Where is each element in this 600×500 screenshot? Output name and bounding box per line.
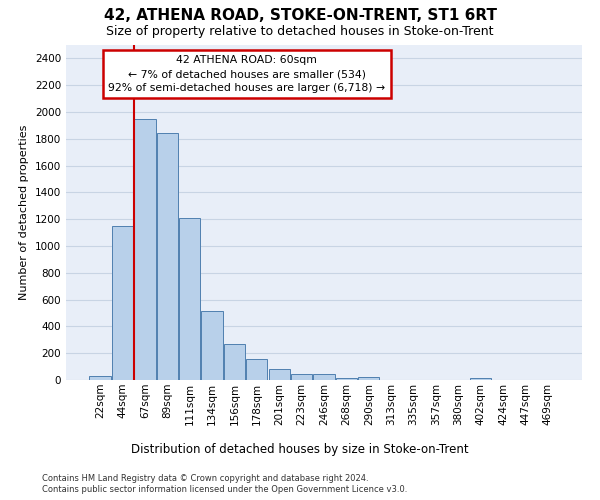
Y-axis label: Number of detached properties: Number of detached properties	[19, 125, 29, 300]
Bar	[89, 376, 111, 380]
Text: Size of property relative to detached houses in Stoke-on-Trent: Size of property relative to detached ho…	[106, 24, 494, 38]
Bar	[291, 374, 312, 380]
Text: Distribution of detached houses by size in Stoke-on-Trent: Distribution of detached houses by size …	[131, 442, 469, 456]
Text: Contains public sector information licensed under the Open Government Licence v3: Contains public sector information licen…	[42, 485, 407, 494]
Bar	[134, 118, 155, 380]
Text: 42, ATHENA ROAD, STOKE-ON-TRENT, ST1 6RT: 42, ATHENA ROAD, STOKE-ON-TRENT, ST1 6RT	[104, 8, 497, 22]
Bar	[269, 370, 290, 380]
Bar	[112, 226, 133, 380]
Bar	[336, 378, 357, 380]
Bar	[202, 311, 223, 380]
Bar	[179, 218, 200, 380]
Text: Contains HM Land Registry data © Crown copyright and database right 2024.: Contains HM Land Registry data © Crown c…	[42, 474, 368, 483]
Bar	[157, 134, 178, 380]
Bar	[224, 344, 245, 380]
Bar	[246, 359, 268, 380]
Bar	[358, 378, 379, 380]
Bar	[470, 378, 491, 380]
Bar	[313, 374, 335, 380]
Text: 42 ATHENA ROAD: 60sqm
← 7% of detached houses are smaller (534)
92% of semi-deta: 42 ATHENA ROAD: 60sqm ← 7% of detached h…	[108, 55, 385, 93]
